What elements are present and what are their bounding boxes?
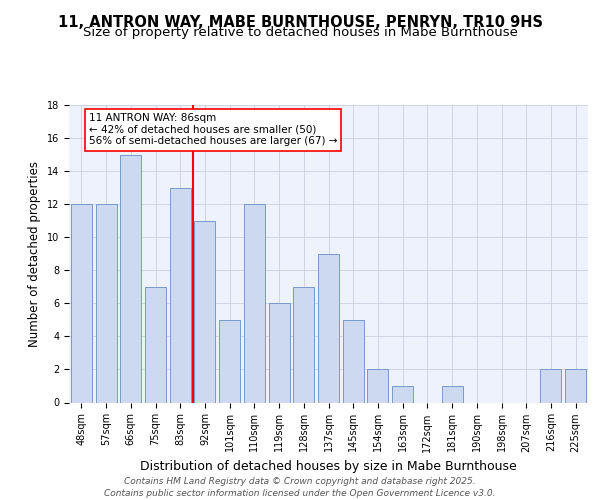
Bar xyxy=(541,370,562,402)
Bar xyxy=(95,204,116,402)
Bar xyxy=(343,320,364,402)
Bar xyxy=(392,386,413,402)
Text: Contains HM Land Registry data © Crown copyright and database right 2025.
Contai: Contains HM Land Registry data © Crown c… xyxy=(104,476,496,498)
Y-axis label: Number of detached properties: Number of detached properties xyxy=(28,161,41,347)
X-axis label: Distribution of detached houses by size in Mabe Burnthouse: Distribution of detached houses by size … xyxy=(140,460,517,473)
Bar xyxy=(367,370,388,402)
Bar xyxy=(170,188,191,402)
Bar xyxy=(145,287,166,403)
Bar xyxy=(120,154,141,402)
Bar xyxy=(318,254,339,402)
Bar xyxy=(293,287,314,403)
Bar xyxy=(194,220,215,402)
Bar xyxy=(219,320,240,402)
Bar xyxy=(269,304,290,402)
Bar xyxy=(71,204,92,402)
Text: 11, ANTRON WAY, MABE BURNTHOUSE, PENRYN, TR10 9HS: 11, ANTRON WAY, MABE BURNTHOUSE, PENRYN,… xyxy=(58,15,542,30)
Bar xyxy=(565,370,586,402)
Bar xyxy=(442,386,463,402)
Bar xyxy=(244,204,265,402)
Text: 11 ANTRON WAY: 86sqm
← 42% of detached houses are smaller (50)
56% of semi-detac: 11 ANTRON WAY: 86sqm ← 42% of detached h… xyxy=(89,114,337,146)
Text: Size of property relative to detached houses in Mabe Burnthouse: Size of property relative to detached ho… xyxy=(83,26,517,39)
